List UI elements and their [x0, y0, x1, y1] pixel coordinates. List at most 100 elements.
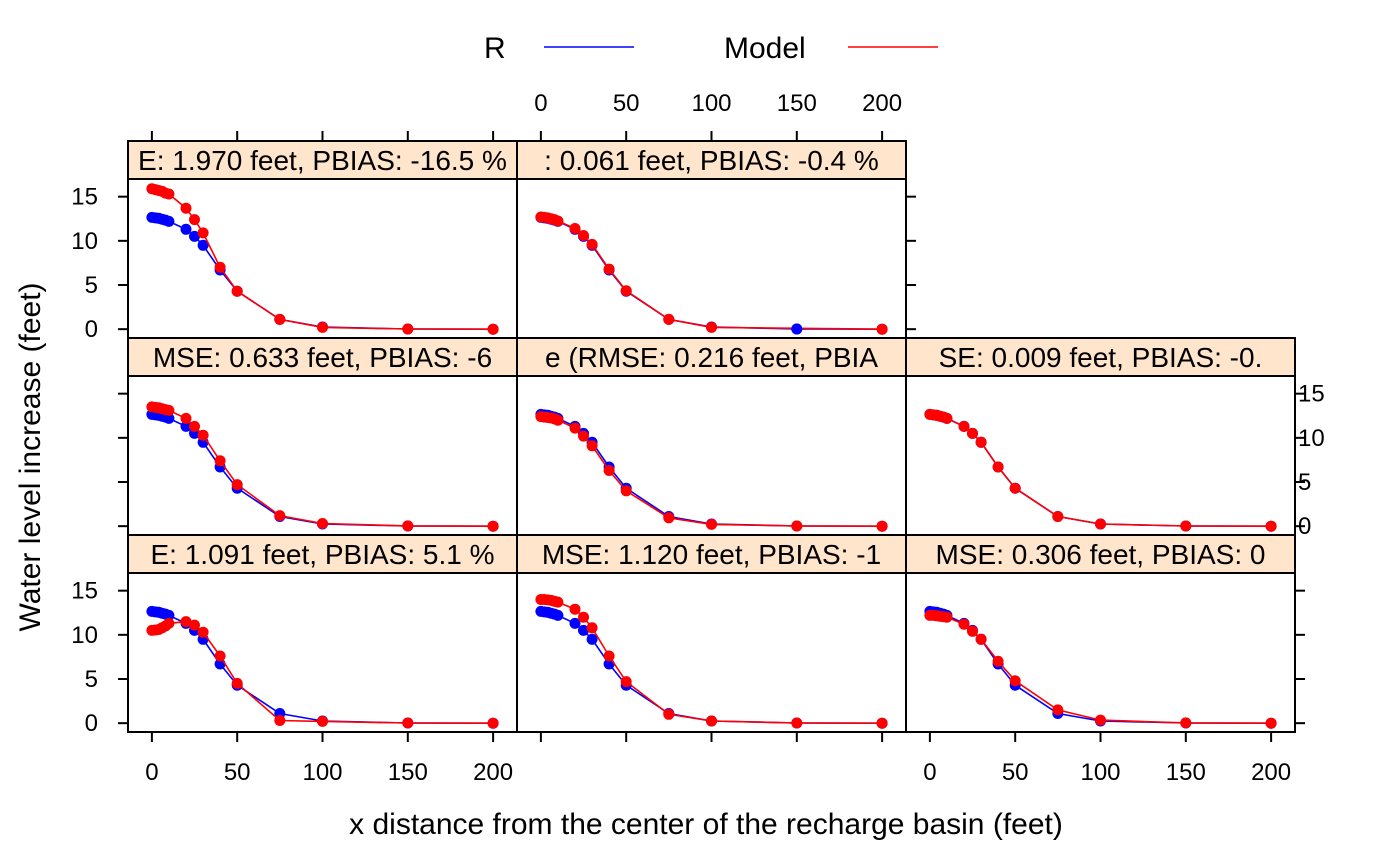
x-tick-label: 0	[923, 759, 936, 786]
data-point-model	[189, 420, 200, 432]
x-tick-label: 100	[302, 759, 342, 786]
x-tick-label: 50	[224, 759, 251, 786]
panel-2: : 0.061 feet, PBIAS: -0.4 %	[516, 140, 907, 339]
x-tick-label: 200	[862, 90, 902, 117]
data-point-model	[578, 230, 589, 241]
series-line-r	[929, 413, 1272, 528]
panel-strip	[516, 140, 907, 180]
data-point-model	[552, 414, 564, 426]
panel-strip-label: MSE: 0.306 feet, PBIAS: 0	[936, 539, 1266, 570]
x-tick-label: 150	[388, 759, 428, 786]
data-point-r	[586, 633, 598, 645]
legend-label-r: R	[484, 32, 506, 65]
data-point-model	[231, 285, 243, 297]
y-tick-label: 10	[71, 228, 98, 255]
data-point-model	[180, 616, 192, 628]
data-point-model	[876, 323, 888, 335]
panel-7: MSE: 1.120 feet, PBIAS: -1	[516, 534, 907, 733]
data-point-model	[603, 465, 615, 476]
data-point-model	[487, 520, 499, 532]
data-point-model	[1265, 520, 1277, 532]
x-tick-label: 0	[534, 90, 547, 117]
panel-strip	[127, 337, 518, 377]
series-line-model	[929, 614, 1272, 725]
data-point-model	[620, 676, 632, 688]
panel-frame	[516, 375, 907, 536]
data-point-model	[603, 650, 615, 662]
x-tick-label: 100	[1080, 759, 1120, 786]
data-point-r	[578, 624, 589, 636]
legend-label-model: Model	[724, 32, 806, 65]
data-point-model	[1009, 482, 1021, 494]
panel-8: MSE: 0.306 feet, PBIAS: 0	[905, 534, 1296, 733]
series-line-model	[151, 406, 494, 528]
data-point-model	[231, 479, 243, 491]
data-point-model	[317, 715, 328, 727]
data-point-r	[791, 323, 803, 335]
y-tick-label: 15	[1298, 381, 1325, 408]
panel-4: e (RMSE: 0.216 feet, PBIA	[516, 337, 907, 536]
data-point-model	[1052, 511, 1064, 522]
data-point-model	[189, 214, 200, 226]
panel-frame	[127, 572, 518, 733]
data-point-r	[569, 617, 581, 629]
x-tick-label: 50	[613, 90, 640, 117]
data-point-model	[663, 512, 675, 524]
data-point-model	[941, 412, 953, 424]
data-point-model	[967, 625, 978, 637]
y-tick-label: 5	[85, 272, 98, 299]
data-point-model	[620, 285, 632, 297]
data-point-model	[163, 617, 175, 629]
panel-frame	[905, 375, 1296, 536]
data-point-model	[189, 619, 200, 631]
panel-6: E: 1.091 feet, PBIAS: 5.1 %	[127, 534, 518, 733]
panel-strip	[905, 337, 1296, 377]
data-point-model	[214, 261, 226, 273]
series-line-model	[929, 413, 1272, 528]
x-tick-label: 0	[145, 759, 158, 786]
data-point-model	[941, 611, 953, 623]
data-point-r	[552, 609, 564, 621]
data-point-model	[487, 323, 499, 335]
data-point-model	[958, 420, 970, 432]
data-point-model	[706, 715, 717, 727]
panel-strip-label: e (RMSE: 0.216 feet, PBIA	[545, 342, 878, 373]
data-point-model	[274, 313, 286, 325]
x-tick-label: 50	[1002, 759, 1029, 786]
data-point-model	[706, 321, 717, 333]
panel-strip-label: E: 1.970 feet, PBIAS: -16.5 %	[138, 145, 507, 176]
data-point-model	[274, 715, 286, 726]
data-point-model	[620, 485, 632, 497]
data-point-model	[274, 510, 286, 522]
panel-5: SE: 0.009 feet, PBIAS: -0.	[905, 337, 1296, 536]
data-point-model	[317, 321, 328, 333]
y-tick-label: 5	[1298, 469, 1311, 496]
data-point-model	[992, 655, 1004, 667]
data-point-model	[1180, 520, 1192, 532]
data-point-model	[402, 520, 414, 532]
legend: R Model	[484, 32, 938, 65]
data-point-model	[163, 188, 175, 200]
x-tick-label: 150	[1166, 759, 1206, 786]
data-point-model	[197, 429, 209, 441]
data-point-model	[706, 518, 717, 530]
panel-3: MSE: 0.633 feet, PBIAS: -6	[127, 337, 518, 536]
data-point-model	[1265, 717, 1277, 729]
data-point-model	[663, 313, 675, 325]
series-line-r	[540, 413, 883, 528]
data-point-r	[163, 412, 175, 424]
data-point-model	[402, 323, 414, 335]
series-line-model	[540, 598, 883, 725]
y-tick-label: 0	[1298, 513, 1311, 540]
data-point-model	[214, 650, 226, 662]
data-point-model	[578, 611, 589, 623]
series-line-model	[540, 216, 883, 330]
data-point-r	[180, 420, 192, 432]
y-tick-label: 15	[71, 184, 98, 211]
x-tick-label: 200	[473, 759, 513, 786]
x-tick-label: 150	[777, 90, 817, 117]
y-axis-label: Water level increase (feet)	[14, 282, 47, 631]
data-point-model	[1009, 675, 1021, 687]
x-axis-label: x distance from the center of the rechar…	[349, 808, 1063, 841]
